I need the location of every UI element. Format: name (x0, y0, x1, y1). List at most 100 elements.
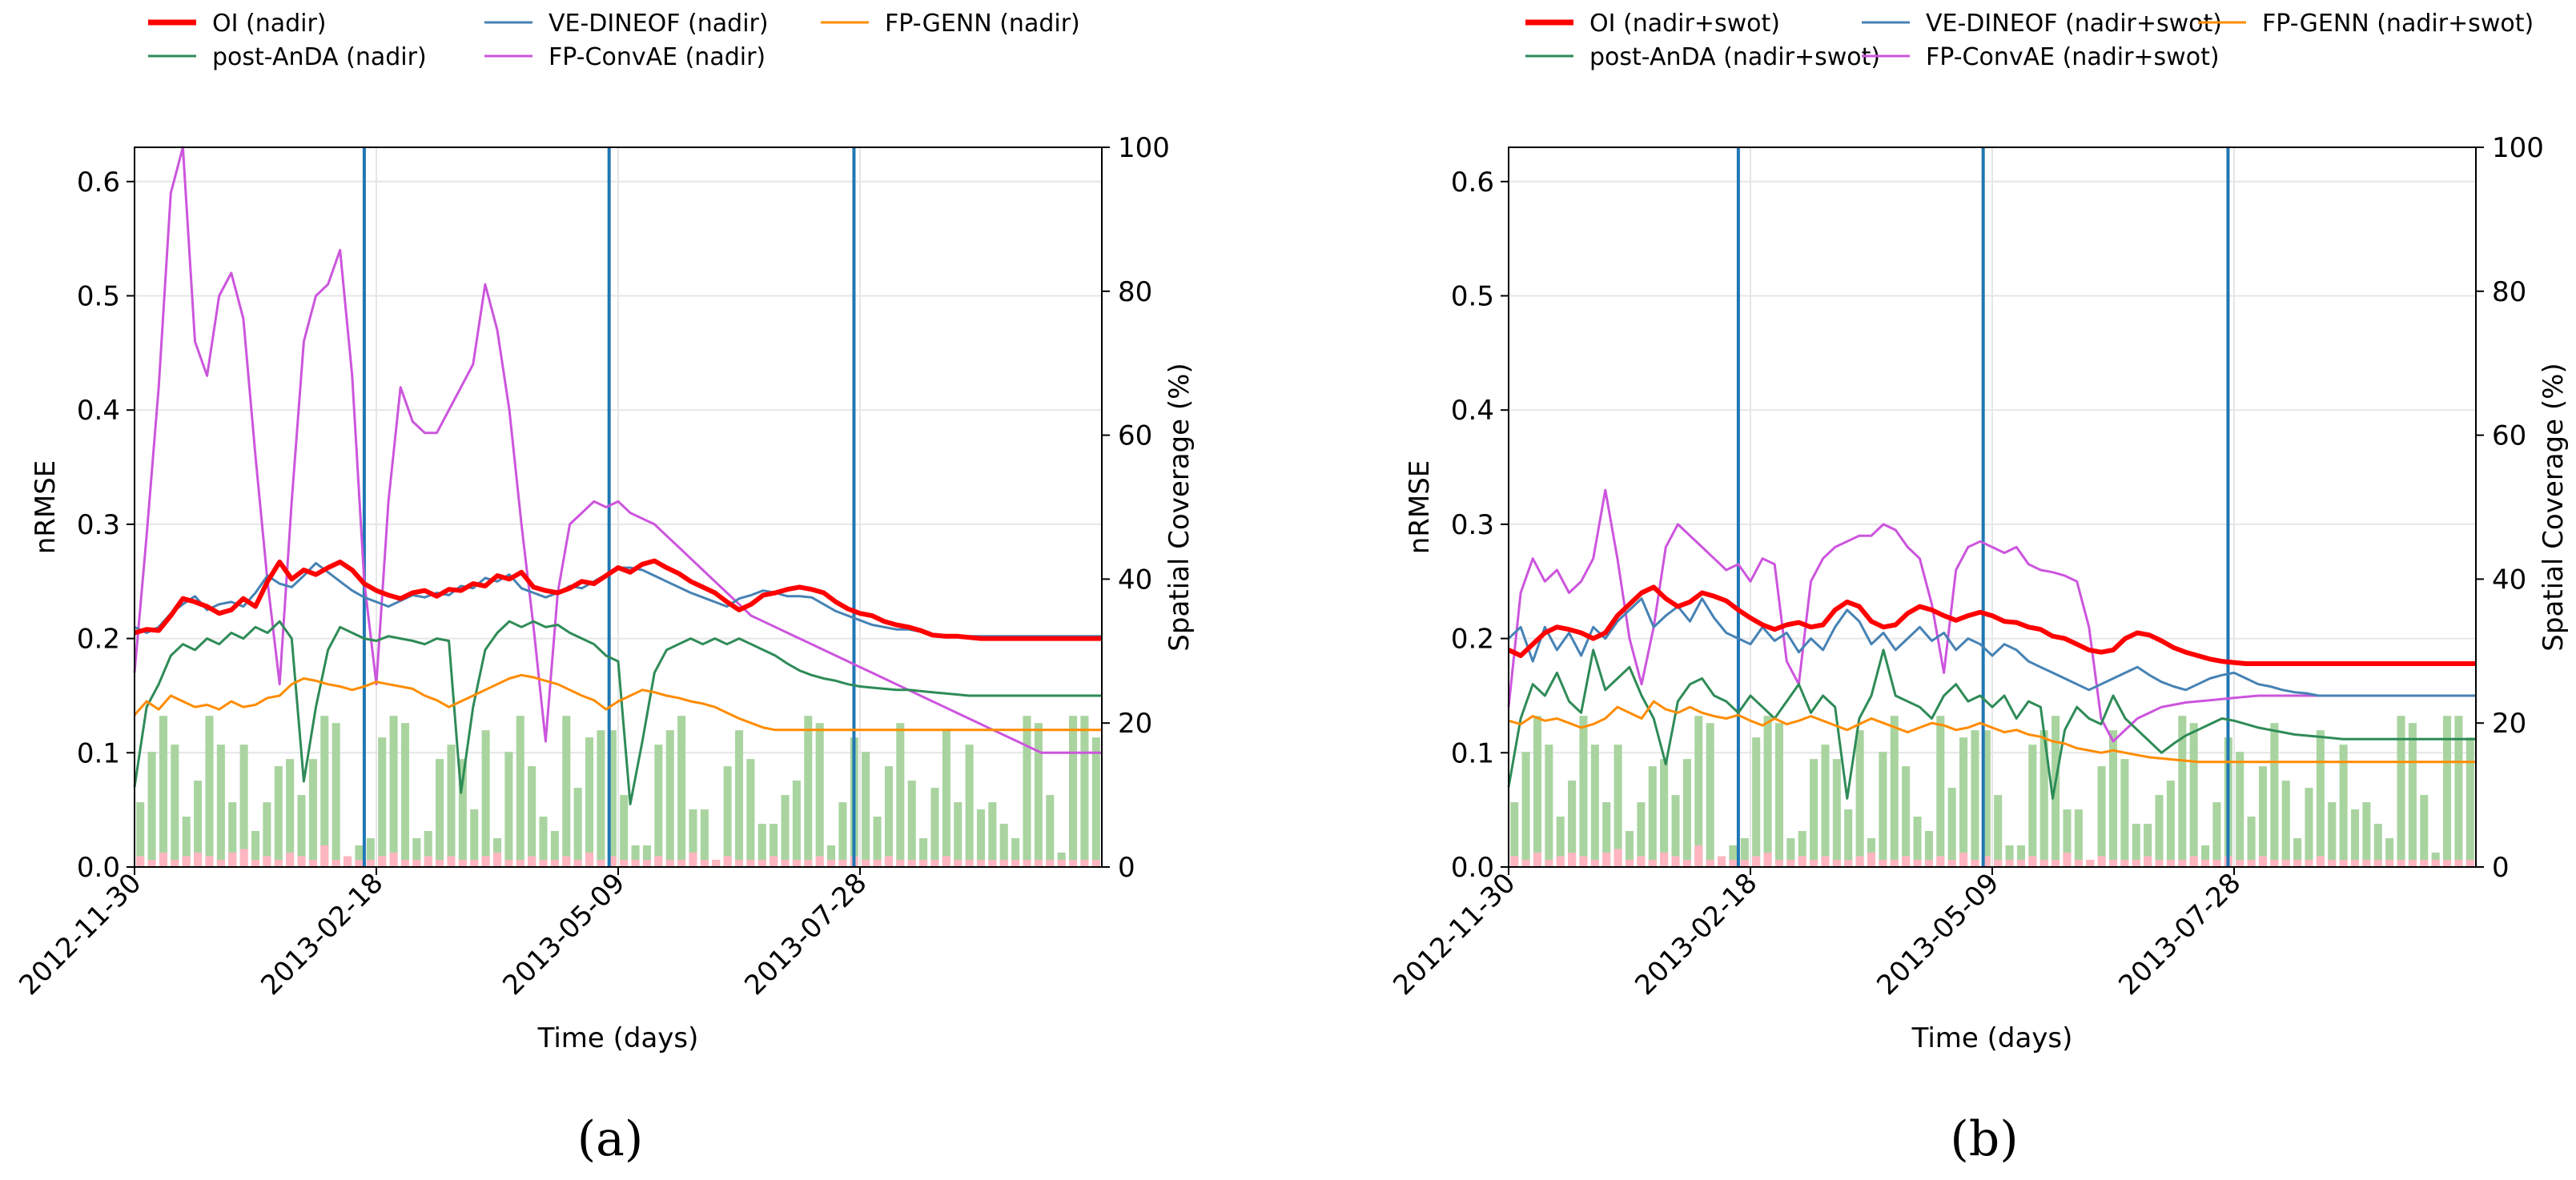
coverage-bar (1660, 759, 1669, 867)
coverage-bar-secondary (2305, 860, 2313, 867)
coverage-bar-secondary (2431, 860, 2440, 867)
coverage-bar-secondary (2040, 860, 2048, 867)
coverage-bar-secondary (2086, 860, 2095, 867)
coverage-bar (597, 730, 605, 867)
coverage-bar-secondary (320, 845, 329, 867)
coverage-bar (2166, 781, 2175, 867)
coverage-bar-secondary (862, 860, 870, 867)
y-tick-label: 0.1 (77, 737, 120, 769)
coverage-bar (2212, 802, 2221, 867)
legend-label: FP-ConvAE (nadir) (549, 43, 766, 71)
coverage-bar (228, 802, 237, 867)
panel-label: (a) (577, 1111, 644, 1167)
coverage-bar (470, 809, 479, 867)
coverage-bars (136, 716, 1100, 867)
coverage-bar-secondary (1706, 860, 1714, 867)
coverage-bar (976, 809, 986, 867)
coverage-bar-secondary (492, 853, 502, 867)
chart-panel-a: 0.0 0.1 0.2 0.3 0.4 0.5 0.6 0 20 40 60 80 100 2012-11… (13, 10, 1196, 1167)
coverage-bar-secondary (2316, 856, 2325, 867)
x-tick-label: 2012-11-30 (1387, 867, 1521, 1001)
coverage-bar-secondary (2454, 860, 2463, 867)
coverage-bar (746, 759, 755, 867)
coverage-bar-secondary (838, 860, 847, 867)
coverage-bar-secondary (1080, 860, 1089, 867)
coverage-bar (2144, 824, 2152, 867)
coverage-bar-secondary (792, 860, 801, 867)
coverage-bar-secondary (1855, 856, 1864, 867)
y2-tick-label: 60 (2492, 420, 2526, 452)
coverage-bar-secondary (919, 860, 928, 867)
coverage-bar (1810, 759, 1818, 867)
coverage-bar (205, 716, 214, 867)
coverage-bar-secondary (1844, 860, 1853, 867)
coverage-bar (2074, 809, 2083, 867)
coverage-bar (573, 788, 582, 867)
coverage-bar (1521, 752, 1530, 867)
coverage-bar-secondary (286, 853, 295, 867)
coverage-bar-secondary (2408, 860, 2417, 867)
y2-tick-label: 0 (2492, 852, 2510, 884)
coverage-bar (1959, 737, 1968, 867)
coverage-bar-secondary (1936, 856, 1945, 867)
coverage-bar-secondary (734, 860, 744, 867)
coverage-bar-secondary (1660, 853, 1669, 867)
coverage-bar (136, 802, 145, 867)
coverage-bar (1890, 716, 1899, 867)
legend-label: OI (nadir) (212, 10, 327, 38)
coverage-bar (389, 716, 398, 867)
coverage-bar (424, 831, 432, 867)
x-tick-label: 2013-05-09 (496, 867, 631, 1001)
coverage-bar-secondary (458, 860, 467, 867)
coverage-bar-secondary (770, 856, 778, 867)
coverage-bar (1091, 737, 1100, 867)
coverage-bar (2132, 824, 2140, 867)
coverage-bar (1994, 795, 2003, 867)
coverage-bar (1590, 745, 1599, 867)
coverage-bar (2016, 845, 2025, 867)
coverage-bar (2063, 809, 2072, 867)
legend-label: post-AnDA (nadir+swot) (1589, 43, 1880, 71)
series-line-fp-genn (1508, 700, 2476, 764)
series-line-oi (1507, 584, 2476, 666)
coverage-bar (1971, 730, 1979, 867)
coverage-bar-secondary (1798, 856, 1806, 867)
coverage-bar (2189, 723, 2198, 867)
gridlines (1508, 147, 2476, 868)
coverage-bar-secondary (297, 856, 306, 867)
coverage-bar-secondary (516, 860, 524, 867)
coverage-bar-secondary (1879, 860, 1887, 867)
coverage-bar (2454, 716, 2463, 867)
coverage-bar (436, 759, 444, 867)
coverage-bar-secondary (907, 860, 916, 867)
coverage-bar-secondary (942, 856, 950, 867)
coverage-bar-secondary (1832, 860, 1841, 867)
coverage-bar-secondary (2028, 856, 2037, 867)
coverage-bar (458, 759, 467, 867)
x-axis: 2012-11-30 2013-02-18 2013-05-09 2013-07-28 (13, 867, 873, 1001)
coverage-bar (884, 766, 893, 867)
coverage-bar (781, 795, 790, 867)
coverage-bar-secondary (930, 860, 939, 867)
coverage-bar (689, 809, 697, 867)
gridlines (134, 147, 1102, 868)
coverage-bar-secondary (344, 856, 352, 867)
coverage-bar (2120, 759, 2129, 867)
coverage-bar (550, 831, 559, 867)
coverage-bar (1879, 752, 1887, 867)
coverage-bar-secondary (1810, 860, 1818, 867)
coverage-bar (528, 766, 536, 867)
coverage-bar (2281, 781, 2290, 867)
coverage-bar (2362, 802, 2371, 867)
x-tick-label: 2013-07-28 (2112, 867, 2247, 1001)
coverage-bar (930, 788, 939, 867)
series-line-fp-genn (133, 673, 1102, 732)
coverage-bar (2420, 795, 2429, 867)
coverage-bar-secondary (873, 860, 882, 867)
series-line-fp-convae (133, 146, 1102, 754)
coverage-bar (585, 737, 594, 867)
coverage-bar (1832, 759, 1841, 867)
coverage-bar-secondary (585, 853, 594, 867)
coverage-bar (1637, 802, 1646, 867)
